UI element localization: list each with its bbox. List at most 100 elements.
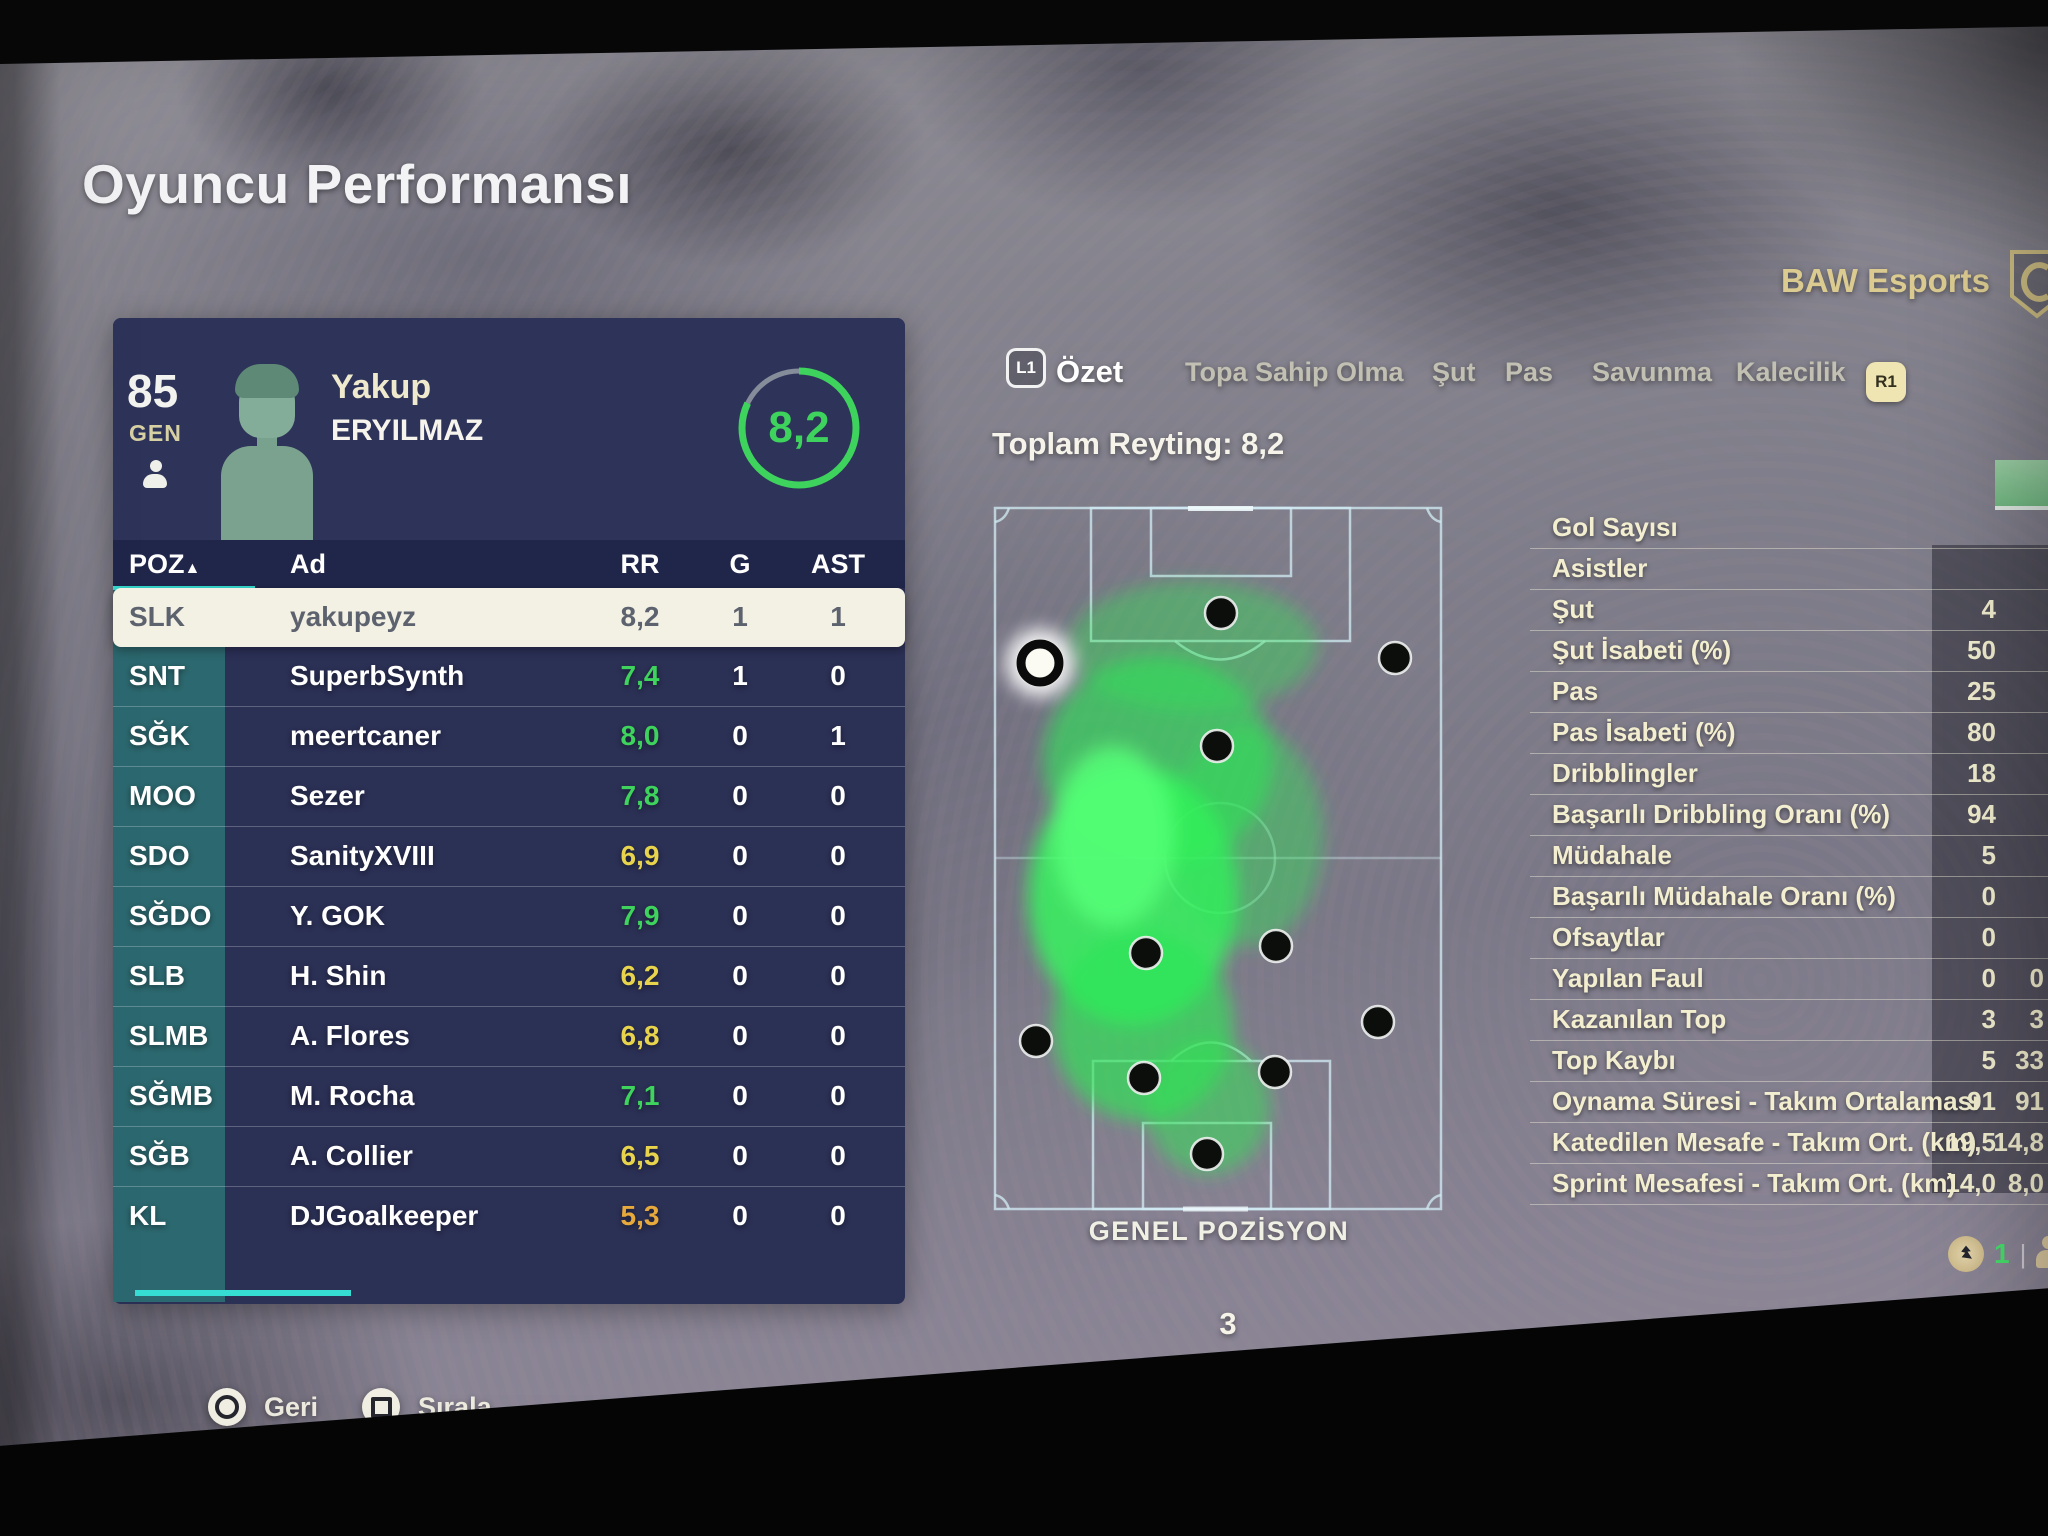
cell-poz: SLB (129, 960, 185, 991)
player-overall-rating: 85 (127, 365, 179, 417)
stat-value-team: 14,8 (1993, 1127, 2044, 1157)
player-overall-label: GEN (129, 420, 182, 446)
team-shield-icon (2008, 248, 2048, 325)
stat-row: Dribblingler 18 (1530, 754, 2048, 795)
player-position-icon (143, 460, 169, 490)
cell-poz: SĞK (129, 720, 190, 751)
roster-row-meertcaner[interactable]: SĞK meertcaner 8,0 0 1 (113, 707, 905, 767)
cell-name: SuperbSynth (290, 660, 465, 691)
cell-poz: SLK (129, 601, 185, 632)
roster-row-M. Rocha[interactable]: SĞMB M. Rocha 7,1 0 0 (113, 1067, 905, 1127)
stat-value-player: 0 (1981, 963, 1996, 993)
cell-ast: 0 (830, 1080, 846, 1111)
stat-label: Oynama Süresi - Takım Ortalaması (1552, 1086, 1980, 1116)
player-avatar (217, 364, 317, 540)
cell-rr: 5,3 (620, 1200, 660, 1231)
status-count: 1 (1994, 1238, 2010, 1269)
stat-value-player: 3 (1981, 1004, 1996, 1034)
player-dot (1360, 1004, 1396, 1040)
page-indicator: 3 (1219, 1306, 1237, 1341)
stat-value-player: 0 (1981, 922, 1996, 952)
stat-label: Şut (1552, 594, 1594, 624)
header-ad[interactable]: Ad (290, 549, 326, 579)
l1-shoulder-button[interactable]: L1 (1006, 348, 1046, 388)
stat-value-player: 14,0 (1945, 1168, 1996, 1198)
player-dot (1128, 935, 1164, 971)
stat-row: Yapılan Faul 0 0 (1530, 959, 2048, 1000)
stat-label: Katedilen Mesafe - Takım Ort. (km) (1552, 1127, 1977, 1157)
roster-row-A. Flores[interactable]: SLMB A. Flores 6,8 0 0 (113, 1007, 905, 1067)
heatmap-pitch (993, 506, 1443, 1212)
stat-label: Gol Sayısı (1552, 512, 1678, 542)
roster-row-SuperbSynth[interactable]: SNT SuperbSynth 7,4 1 0 (113, 647, 905, 707)
cell-g: 0 (732, 1020, 748, 1051)
cell-poz: SĞDO (129, 900, 212, 931)
player-dot (1189, 1136, 1225, 1172)
cell-ast: 0 (830, 960, 846, 991)
match-rating-ring: 8,2 (737, 366, 861, 490)
tab-4[interactable]: Pas (1505, 357, 1554, 387)
stat-row: Şut 4 (1530, 590, 2048, 631)
stat-row: Şut İsabeti (%) 50 (1530, 631, 2048, 672)
header-g[interactable]: G (729, 549, 751, 579)
cell-ast: 0 (830, 780, 846, 811)
header-rr[interactable]: RR (620, 549, 660, 579)
tab-3[interactable]: Şut (1432, 357, 1476, 387)
roster-row-DJGoalkeeper[interactable]: KL DJGoalkeeper 5,3 0 0 (113, 1187, 905, 1246)
stat-label: Asistler (1552, 553, 1648, 583)
tab-5[interactable]: Savunma (1592, 357, 1713, 387)
stat-row: Pas İsabeti (%) 80 (1530, 713, 2048, 754)
roster-row-A. Collier[interactable]: SĞB A. Collier 6,5 0 0 (113, 1127, 905, 1187)
cell-g: 0 (732, 1080, 748, 1111)
stat-value-player: 0 (1981, 881, 1996, 911)
roster-row-yakupeyz[interactable]: SLK yakupeyz 8,2 1 1 (113, 588, 905, 647)
cell-rr: 7,1 (620, 1080, 660, 1111)
cell-poz: MOO (129, 780, 196, 811)
cell-poz: KL (129, 1200, 167, 1231)
cell-name: meertcaner (290, 720, 441, 751)
total-rating-label: Toplam Reyting: 8,2 (992, 426, 1285, 461)
header-ast[interactable]: AST (811, 549, 865, 579)
stat-label: Pas (1552, 676, 1599, 706)
cell-g: 0 (732, 720, 748, 751)
back-button[interactable]: Geri (264, 1391, 319, 1422)
selected-player-marker (1006, 629, 1074, 697)
cell-poz: SĞMB (129, 1080, 213, 1111)
stat-label: Kazanılan Top (1552, 1004, 1727, 1034)
player-dot (1257, 1054, 1293, 1090)
circle-button-icon[interactable] (208, 1388, 246, 1426)
cell-name: yakupeyz (290, 601, 417, 632)
tab-6[interactable]: Kalecilik (1736, 357, 1846, 387)
cell-g: 0 (732, 840, 748, 871)
team-name: BAW Esports (1780, 262, 1990, 299)
stat-label: Şut İsabeti (%) (1552, 635, 1732, 665)
stat-row: Katedilen Mesafe - Takım Ort. (km) 19,5 14… (1530, 1123, 2048, 1164)
tab-1[interactable]: Özet (1056, 354, 1124, 389)
roster-row-H. Shin[interactable]: SLB H. Shin 6,2 0 0 (113, 947, 905, 1007)
tab-2[interactable]: Topa Sahip Olma (1185, 357, 1404, 387)
stat-row: Asistler (1530, 549, 2048, 590)
scroll-accent-bar (135, 1290, 351, 1296)
cell-rr: 6,5 (620, 1140, 660, 1171)
cell-g: 1 (732, 601, 748, 632)
r1-shoulder-button[interactable]: R1 (1866, 362, 1906, 402)
cell-rr: 7,8 (620, 780, 660, 811)
cell-g: 0 (732, 1140, 748, 1171)
roster-row-Sezer[interactable]: MOO Sezer 7,8 0 0 (113, 767, 905, 827)
stat-value-team: 8,0 (2007, 1168, 2044, 1198)
stat-value-player: 18 (1967, 758, 1996, 788)
stats-panel: Gol Sayısı Asistler Şut 4 Şut İsabeti (%) 50 P… (1530, 508, 2048, 1205)
cell-poz: SLMB (129, 1020, 209, 1051)
player-last-name: ERYILMAZ (331, 414, 484, 447)
roster-row-SanityXVIII[interactable]: SDO SanityXVIII 6,9 0 0 (113, 827, 905, 887)
heatmap-caption: GENEL POZİSYON (1088, 1216, 1350, 1246)
table-header: POZ▲ Ad RR G AST (113, 540, 905, 588)
cell-ast: 0 (830, 900, 846, 931)
cell-rr: 7,4 (620, 660, 660, 691)
stat-row: Top Kaybı 5 33 (1530, 1041, 2048, 1082)
clipped-edge-element (1995, 460, 2048, 510)
stat-label: Başarılı Dribbling Oranı (%) (1552, 799, 1891, 829)
player-dot (1018, 1023, 1054, 1059)
roster-row-Y. GOK[interactable]: SĞDO Y. GOK 7,9 0 0 (113, 887, 905, 947)
